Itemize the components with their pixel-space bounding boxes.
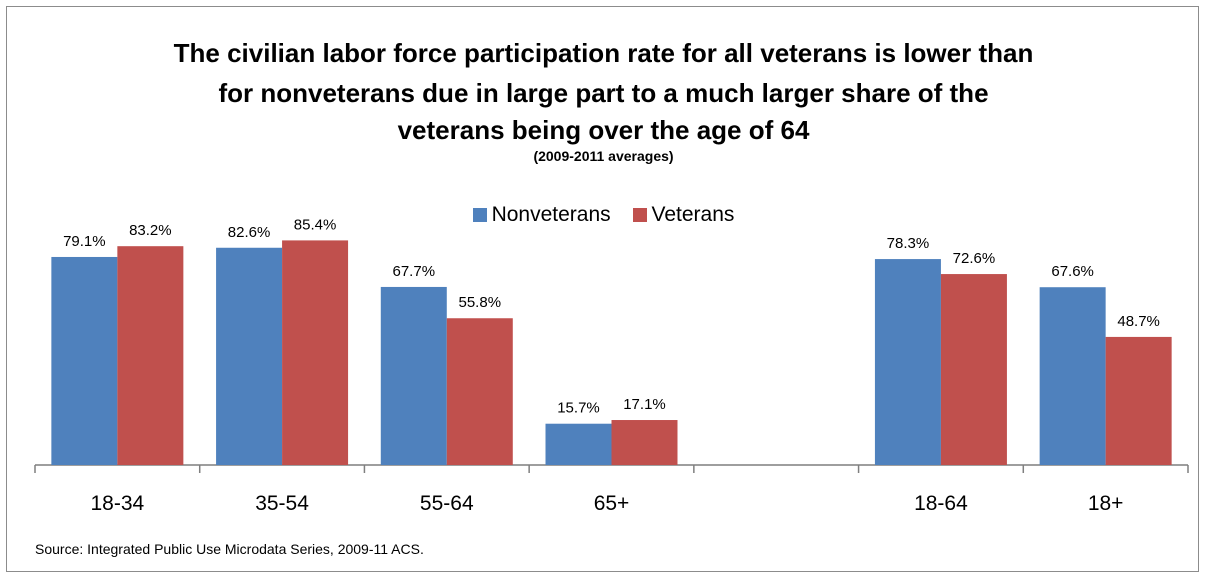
x-tick-label: 18+: [1088, 492, 1124, 515]
x-tick-label: 55-64: [420, 492, 474, 515]
legend-swatch-nonveterans: [472, 208, 487, 222]
x-tick-label: 35-54: [255, 492, 309, 515]
chart-legend: Nonveterans Veterans: [0, 203, 1207, 228]
data-label: 67.7%: [393, 263, 436, 280]
data-label: 17.1%: [623, 396, 666, 413]
bar-veterans: [940, 274, 1007, 465]
x-tick-label: 65+: [594, 492, 630, 515]
data-label: 15.7%: [557, 400, 600, 417]
chart-title-line-3: veterans being over the age of 64: [397, 115, 810, 145]
data-label: 82.6%: [228, 224, 271, 241]
bar-nonveterans: [874, 259, 941, 465]
data-label: 72.6%: [953, 250, 996, 267]
chart-title-line-1: The civilian labor force participation r…: [173, 38, 1034, 68]
bar-veterans: [282, 240, 349, 465]
x-tick-label: 18-34: [90, 492, 144, 515]
data-label: 48.7%: [1117, 313, 1160, 330]
bar-veterans: [446, 318, 513, 465]
bar-nonveterans: [380, 286, 447, 465]
data-label: 55.8%: [459, 294, 502, 311]
data-label: 78.3%: [887, 235, 930, 252]
x-tick-label: 18-64: [914, 492, 968, 515]
data-label: 85.4%: [294, 216, 337, 233]
data-label: 83.2%: [129, 222, 172, 239]
legend-swatch-veterans: [632, 208, 647, 222]
bar-nonveterans: [545, 423, 612, 465]
bar-veterans: [117, 246, 184, 465]
bar-nonveterans: [1039, 287, 1106, 465]
legend-label-nonveterans: Nonveterans: [491, 203, 611, 226]
data-label: 79.1%: [63, 233, 106, 250]
chart-subtitle: (2009-2011 averages): [533, 148, 674, 164]
legend-label-veterans: Veterans: [651, 203, 735, 226]
bar-nonveterans: [216, 247, 283, 465]
legend-item-veterans: Veterans: [632, 203, 735, 227]
bar-veterans: [1105, 336, 1172, 465]
bar-nonveterans: [51, 256, 118, 465]
bar-veterans: [611, 420, 678, 465]
data-label: 67.6%: [1051, 263, 1094, 280]
source-note: Source: Integrated Public Use Microdata …: [35, 541, 424, 557]
legend-item-nonveterans: Nonveterans: [472, 203, 611, 227]
chart-title-line-2: for nonveterans due in large part to a m…: [218, 78, 989, 108]
